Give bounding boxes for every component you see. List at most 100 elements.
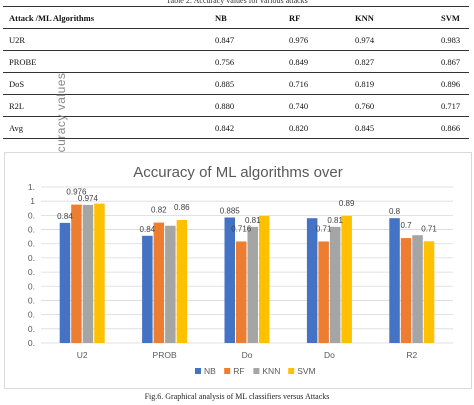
- cell-value: 0.820: [289, 122, 309, 133]
- cell-value: 0.827: [355, 56, 375, 67]
- bar-nb: [142, 235, 153, 343]
- table-row: Avg 0.842 0.820 0.845 0.866: [3, 117, 469, 139]
- cell-attack: PROBE: [9, 56, 37, 67]
- bar-rf: [236, 241, 247, 343]
- bar-nb: [224, 217, 235, 343]
- legend-label-rf: RF: [233, 366, 244, 376]
- legend-label-svm: SVM: [297, 366, 315, 376]
- data-label: 0.84: [140, 225, 156, 234]
- bar-rf: [318, 241, 329, 343]
- cell-value: 0.717: [441, 100, 461, 111]
- bar-rf: [153, 222, 165, 343]
- bar-knn: [82, 204, 94, 343]
- legend-swatch-svm: [288, 368, 295, 374]
- data-label: 0.89: [339, 199, 355, 208]
- header-knn: KNN: [355, 12, 374, 23]
- cell-value: 0.880: [215, 100, 235, 111]
- bar-svm: [94, 203, 105, 343]
- header-nb: NB: [215, 12, 227, 23]
- bar-svm: [176, 220, 188, 343]
- bar-nb: [59, 222, 71, 343]
- table-header-row: Attack /ML Algorithms NB RF KNN SVM: [3, 6, 469, 29]
- y-tick-label: 0.: [28, 210, 35, 220]
- bar-svm: [341, 215, 352, 343]
- cell-value: 0.866: [441, 122, 461, 133]
- bar-knn: [165, 225, 176, 343]
- chart-container: Accuracy of ML algorithms over 1. 1 0. 0. 0. 0…: [4, 152, 472, 389]
- data-label: 0.82: [151, 206, 167, 215]
- chart-title: Accuracy of ML algorithms over: [133, 164, 343, 181]
- y-tick-label: 1: [30, 196, 35, 206]
- header-rf: RF: [289, 12, 301, 23]
- legend-label-knn: KNN: [262, 366, 280, 376]
- cell-attack: U2R: [9, 34, 26, 45]
- y-tick-label: 0.: [28, 267, 35, 277]
- cell-attack: R2L: [9, 100, 25, 111]
- cell-value: 0.867: [441, 56, 461, 67]
- cell-value: 0.896: [441, 78, 461, 89]
- x-tick-label: Do: [324, 350, 335, 360]
- table-row: PROBE 0.756 0.849 0.827 0.867: [3, 51, 469, 73]
- y-tick-label: 0.: [28, 239, 35, 249]
- cell-value: 0.974: [355, 34, 375, 45]
- accuracy-bar-chart: Accuracy of ML algorithms over 1. 1 0. 0. 0. 0…: [28, 164, 453, 376]
- data-label: 0.81: [327, 216, 343, 225]
- table-row: R2L 0.880 0.740 0.760 0.717: [3, 95, 469, 117]
- bar-knn: [412, 235, 423, 343]
- x-tick-label: PROB: [153, 350, 177, 360]
- figure-caption: Fig.6. Graphical analysis of ML classifi…: [144, 392, 330, 401]
- accuracy-table: Attack /ML Algorithms NB RF KNN SVM U2R …: [3, 6, 469, 139]
- y-tick-label: 1.: [28, 182, 35, 192]
- data-label: 0.976: [66, 188, 87, 197]
- cell-value: 0.842: [215, 122, 235, 133]
- data-label: 0.81: [245, 216, 261, 225]
- bar-svm: [259, 215, 270, 343]
- cell-value: 0.819: [355, 78, 375, 89]
- data-label: 0.885: [220, 206, 241, 215]
- cell-value: 0.983: [441, 34, 461, 45]
- bar-rf: [400, 238, 412, 343]
- legend-swatch-rf: [224, 368, 231, 374]
- y-tick-label: 0.: [28, 253, 35, 263]
- table-row: U2R 0.847 0.976 0.974 0.983: [3, 29, 469, 51]
- cell-value: 0.756: [215, 56, 235, 67]
- header-attack: Attack /ML Algorithms: [9, 12, 94, 23]
- table-caption: Table 2: Accuracy values for various att…: [166, 0, 308, 5]
- header-svm: SVM: [441, 12, 460, 23]
- cell-attack: DoS: [9, 78, 25, 89]
- y-tick-label: 0.: [28, 324, 35, 334]
- legend-swatch-nb: [195, 368, 201, 374]
- x-tick-label: U2: [77, 350, 88, 360]
- cell-value: 0.845: [355, 122, 375, 133]
- table-row: DoS 0.885 0.716 0.819 0.896: [3, 73, 469, 95]
- y-tick-label: 0.: [28, 225, 35, 235]
- bar-svm: [423, 241, 435, 343]
- data-label: 0.716: [231, 224, 252, 233]
- bar-nb: [306, 218, 318, 343]
- y-tick-label: 0.: [28, 281, 35, 291]
- bar-nb: [389, 218, 400, 343]
- data-label: 0.71: [316, 224, 332, 233]
- data-label: 0.71: [421, 224, 437, 233]
- bar-knn: [329, 226, 341, 343]
- x-tick-label: R2: [406, 350, 417, 360]
- legend-swatch-knn: [253, 368, 260, 374]
- cell-value: 0.847: [215, 34, 235, 45]
- cell-value: 0.885: [215, 78, 235, 89]
- cell-value: 0.976: [289, 34, 309, 45]
- y-tick-label: 0.: [28, 338, 35, 348]
- cell-value: 0.740: [289, 100, 309, 111]
- bar-rf: [71, 204, 82, 343]
- y-tick-label: 0.: [28, 310, 35, 320]
- data-label: 0.8: [389, 207, 401, 216]
- cell-value: 0.760: [355, 100, 375, 111]
- x-tick-label: Do: [242, 350, 253, 360]
- cell-attack: Avg: [9, 122, 24, 133]
- bar-knn: [247, 226, 258, 343]
- data-label: 0.84: [57, 212, 73, 221]
- data-label: 0.86: [174, 203, 190, 212]
- data-label: 0.974: [78, 194, 99, 203]
- legend-label-nb: NB: [204, 366, 216, 376]
- cell-value: 0.716: [289, 78, 309, 89]
- data-label: 0.7: [400, 221, 412, 230]
